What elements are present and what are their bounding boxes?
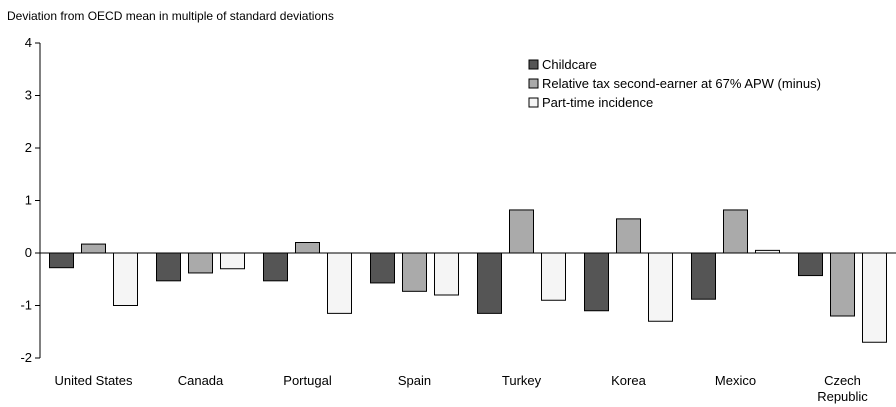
bar-part-time-incidence-turkey [541, 252, 566, 301]
bar-part-time-incidence-united-states [113, 252, 138, 306]
bar-part-time-incidence-korea [648, 252, 673, 322]
bar-relative-tax-second-earner-at-67-apw-minus-spain [402, 252, 427, 292]
y-tick-label: 3 [25, 88, 32, 103]
bar-childcare-spain [370, 252, 395, 284]
y-tick-label: 0 [25, 245, 32, 260]
bar-childcare-canada [156, 252, 181, 282]
bar-childcare-mexico [691, 252, 716, 300]
y-axis-title: Deviation from OECD mean in multiple of … [7, 9, 334, 23]
legend-label: Part-time incidence [542, 95, 653, 110]
x-tick-label: Korea [611, 373, 646, 388]
bar-relative-tax-second-earner-at-67-apw-minus-korea [616, 218, 641, 254]
y-tick-label: 4 [25, 35, 32, 50]
bar-part-time-incidence-portugal [327, 252, 352, 314]
bar-relative-tax-second-earner-at-67-apw-minus-portugal [295, 242, 320, 254]
bar-childcare-turkey [477, 252, 502, 314]
y-tick-label: -1 [20, 298, 32, 313]
legend-label: Childcare [542, 57, 597, 72]
bar-relative-tax-second-earner-at-67-apw-minus-united-states [81, 243, 106, 254]
x-tick-label: Spain [398, 373, 431, 388]
legend-swatch [528, 97, 539, 108]
y-tick-label: 2 [25, 140, 32, 155]
bar-childcare-portugal [263, 252, 288, 282]
x-tick-label: Turkey [502, 373, 542, 388]
bar-childcare-czech-republic [798, 252, 823, 277]
legend-label: Relative tax second-earner at 67% APW (m… [542, 76, 821, 91]
bar-part-time-incidence-mexico [755, 249, 780, 254]
bar-childcare-korea [584, 252, 609, 312]
x-tick-label: Republic [817, 389, 868, 404]
x-tick-label: Mexico [715, 373, 756, 388]
bar-relative-tax-second-earner-at-67-apw-minus-turkey [509, 209, 534, 254]
x-tick-label: United States [54, 373, 133, 388]
legend-swatch [528, 78, 539, 89]
x-axis-labels: United States Canada Portugal Spain Turkey Ko… [54, 373, 868, 404]
bar-relative-tax-second-earner-at-67-apw-minus-mexico [723, 209, 748, 254]
y-tick-label: -2 [20, 350, 32, 365]
x-tick-label: Canada [178, 373, 224, 388]
bar-part-time-incidence-czech-republic [862, 252, 887, 343]
legend-swatch [528, 59, 539, 70]
bar-relative-tax-second-earner-at-67-apw-minus-czech-republic [830, 252, 855, 317]
bar-relative-tax-second-earner-at-67-apw-minus-canada [188, 252, 213, 274]
bar-part-time-incidence-canada [220, 252, 245, 270]
legend: Childcare Relative tax second-earner at 6… [528, 57, 821, 110]
x-tick-label: Czech [824, 373, 861, 388]
bar-childcare-united-states [49, 252, 74, 269]
bars [49, 209, 887, 343]
y-tick-label: 1 [25, 193, 32, 208]
axes: 4 3 2 1 0 -1 -2 [20, 35, 896, 365]
bar-part-time-incidence-spain [434, 252, 459, 296]
x-tick-label: Portugal [283, 373, 332, 388]
